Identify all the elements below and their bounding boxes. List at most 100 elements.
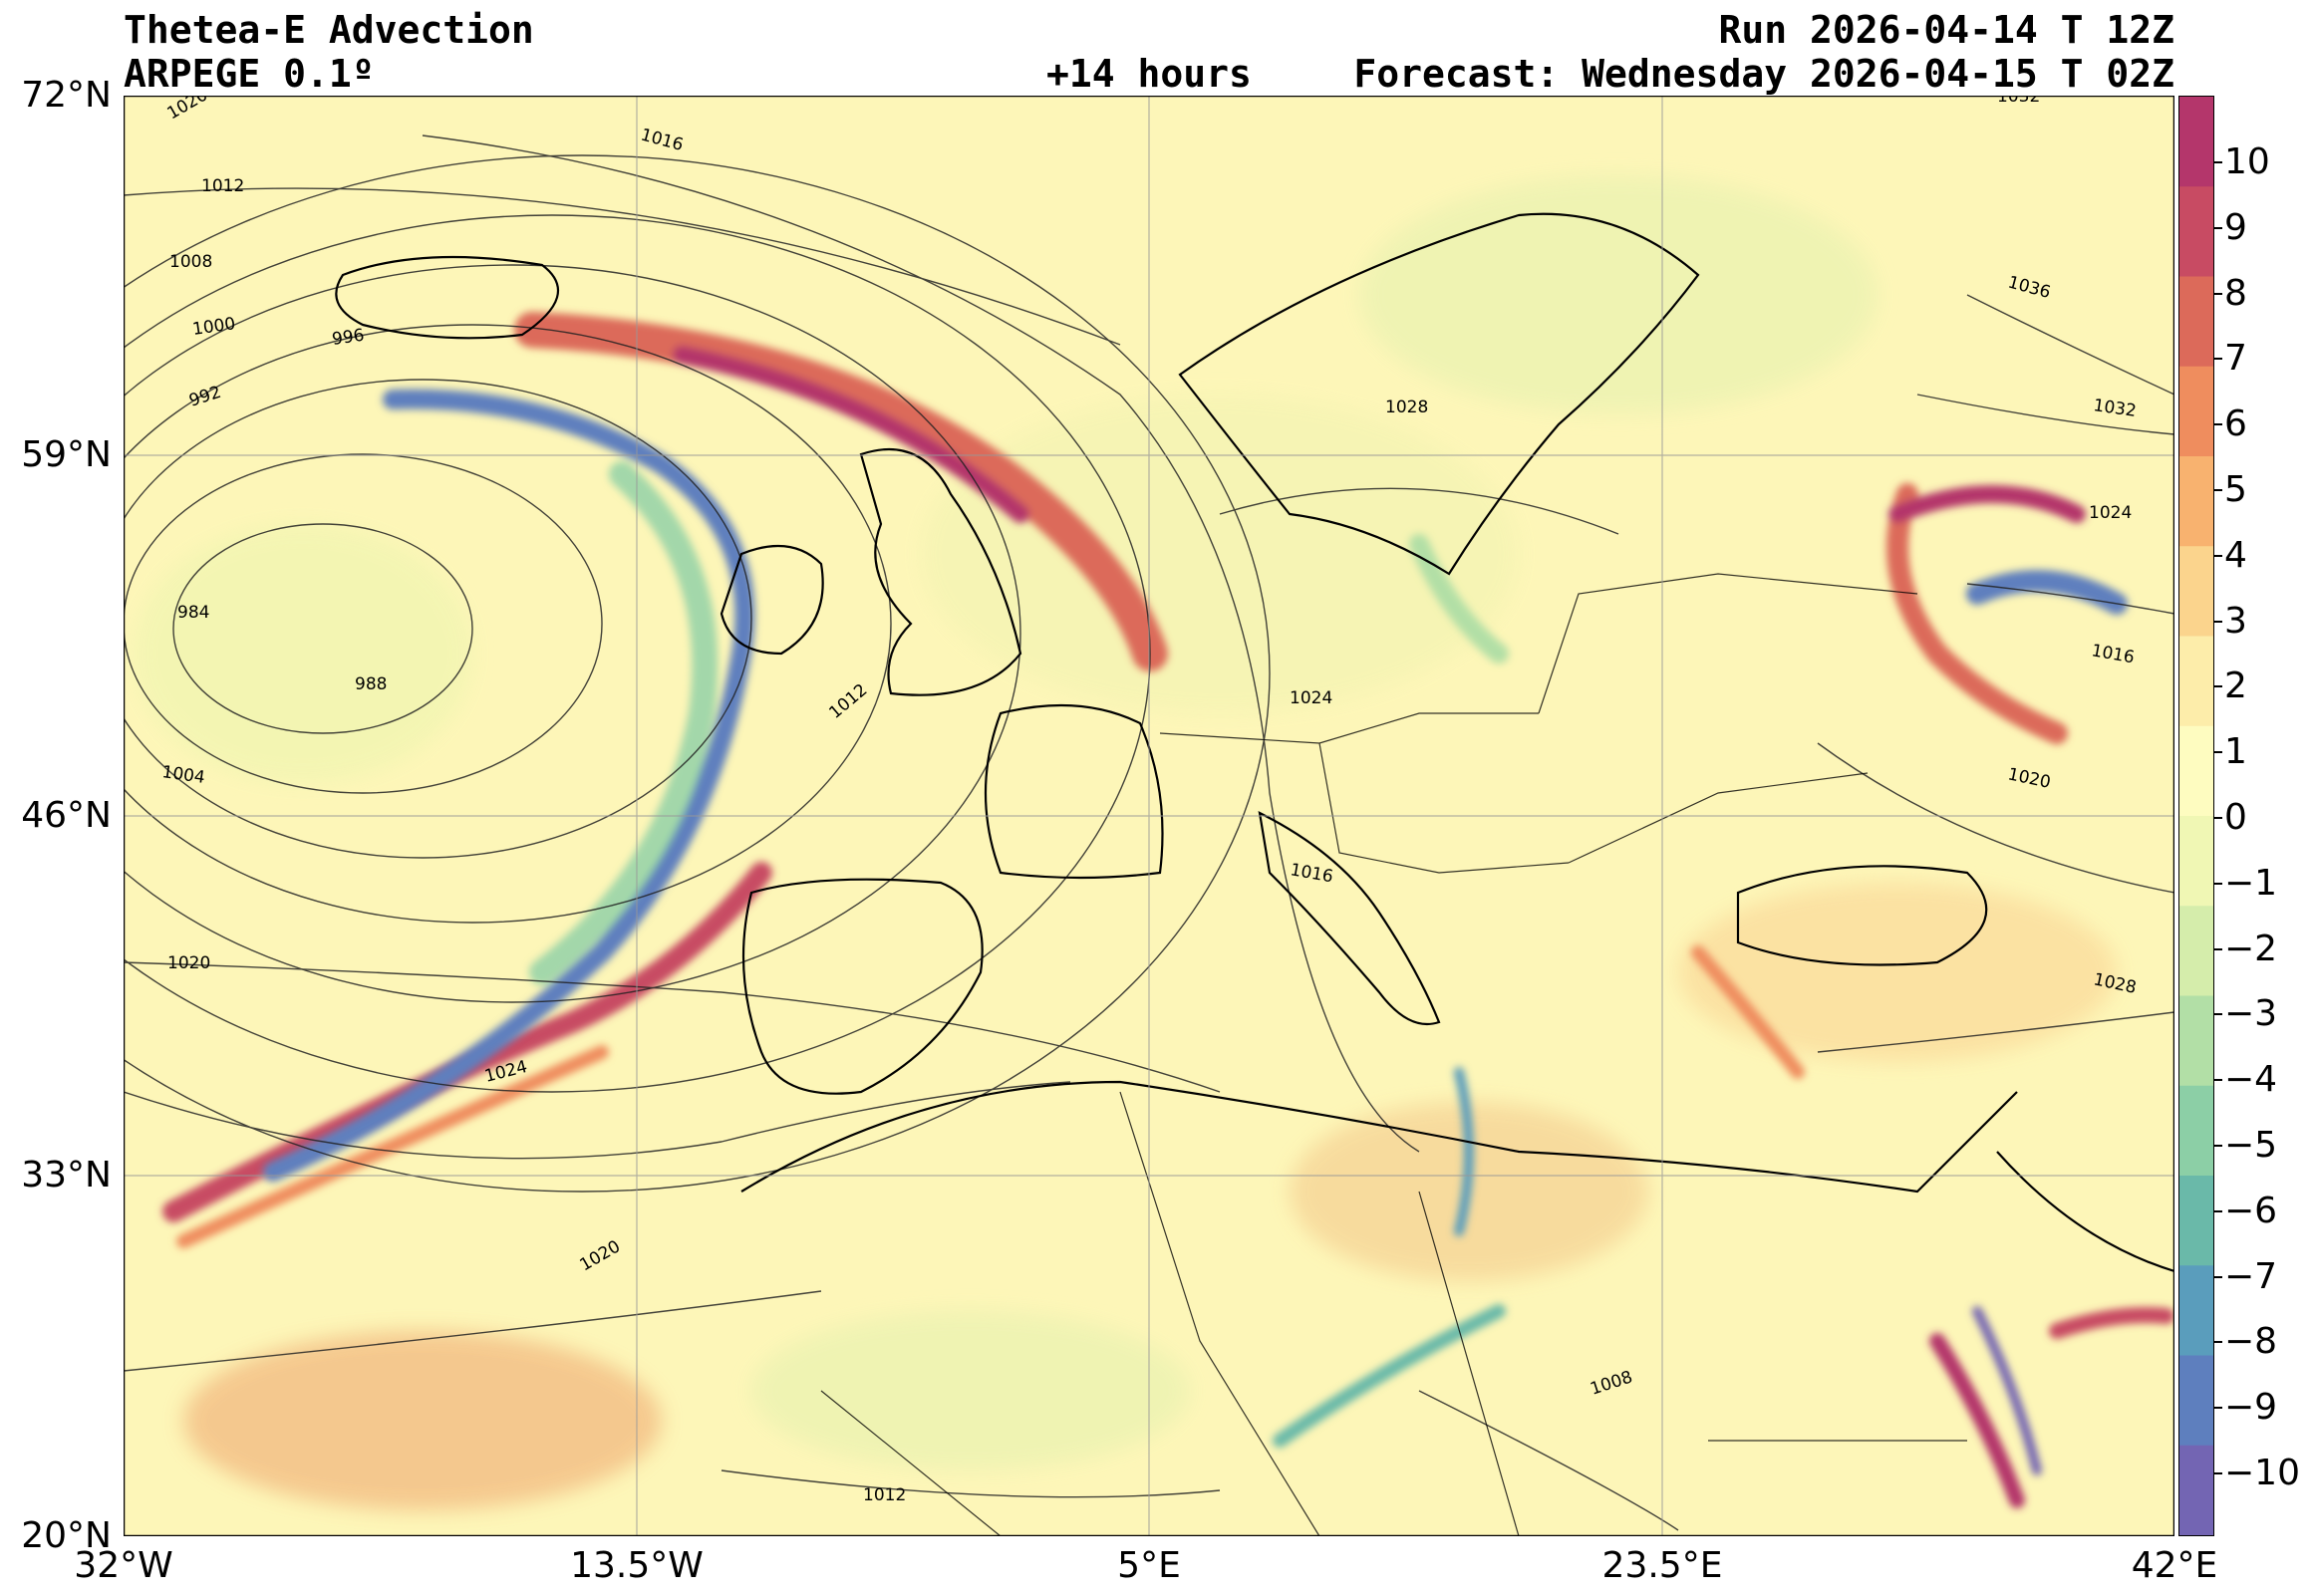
colorbar-tick-mark bbox=[2214, 226, 2222, 229]
colorbar-tick-label: 5 bbox=[2224, 469, 2247, 510]
isobar-992 bbox=[124, 379, 752, 859]
colorbar-tick-mark bbox=[2214, 620, 2222, 623]
isobar-1036-east bbox=[1966, 294, 2174, 396]
italy-coast bbox=[1258, 811, 1441, 1026]
colorbar bbox=[2178, 96, 2214, 1536]
isobar-label: 1024 bbox=[1290, 688, 1332, 708]
isobars bbox=[124, 134, 2174, 1531]
isobar-1004 bbox=[124, 214, 1151, 1093]
colorbar-tick-label: 6 bbox=[2224, 403, 2247, 445]
ireland-coast bbox=[720, 544, 824, 656]
arabia-coast bbox=[1996, 1151, 2174, 1273]
isobar-1020-south bbox=[124, 961, 1221, 1093]
isobar-984 bbox=[172, 523, 473, 734]
colorbar-tick-label: −9 bbox=[2224, 1387, 2278, 1429]
colorbar-tick-mark bbox=[2214, 1079, 2222, 1082]
cold-band-baltic bbox=[1409, 534, 1509, 664]
map-title: Thetea-E Advection bbox=[124, 8, 534, 52]
isobar-1008 bbox=[124, 154, 1271, 1193]
isobar-1000 bbox=[124, 264, 1021, 1003]
cold-band-italy bbox=[1454, 1067, 1474, 1236]
colorbar-tick-label: −5 bbox=[2224, 1125, 2278, 1166]
isobar-label: 1028 bbox=[1385, 398, 1428, 417]
isobar-1028-southeast bbox=[1817, 1011, 2174, 1053]
colorbar-segment bbox=[2179, 1445, 2213, 1535]
advection-map[interactable]: 1020 1016 1012 1008 1000 996 992 984 988… bbox=[124, 96, 2174, 1536]
colorbar-tick-mark bbox=[2214, 554, 2222, 557]
warm-advection-bands bbox=[162, 312, 2174, 1508]
isobar-label: 1032 bbox=[1997, 96, 2040, 107]
warm-band-southwest-outer bbox=[176, 1045, 609, 1248]
colorbar-tick-label: 8 bbox=[2224, 272, 2247, 314]
lon-tick-label: 13.5°W bbox=[570, 1545, 704, 1586]
warm-band-aegean bbox=[1691, 945, 1805, 1079]
warm-band-arabia bbox=[2049, 1307, 2174, 1339]
lon-tick-label: 42°E bbox=[2131, 1545, 2218, 1586]
colorbar-tick-mark bbox=[2214, 1407, 2222, 1410]
colorbar-tick-label: −8 bbox=[2224, 1321, 2278, 1363]
borders bbox=[820, 573, 1967, 1536]
warm-band-russia-core bbox=[1888, 485, 2086, 523]
colorbar-segment bbox=[2179, 816, 2213, 907]
lon-tick-label: 23.5°E bbox=[1601, 1545, 1723, 1586]
warm-band-russia bbox=[1886, 483, 2068, 744]
colorbar-tick-label: −2 bbox=[2224, 928, 2278, 969]
colorbar-tick-label: −4 bbox=[2224, 1059, 2278, 1101]
lat-tick-label: 20°N bbox=[21, 1515, 112, 1556]
iberia-coast bbox=[741, 878, 984, 1095]
black-sea-coast bbox=[1736, 865, 1988, 966]
map-border bbox=[124, 96, 2174, 1536]
colorbar-tick-mark bbox=[2214, 1472, 2222, 1474]
lat-tick-label: 33°N bbox=[21, 1155, 112, 1196]
isobar-label: 1020 bbox=[167, 953, 210, 973]
lat-tick-label: 72°N bbox=[21, 75, 112, 116]
isobar-996 bbox=[124, 324, 892, 924]
colorbar-tick-label: 9 bbox=[2224, 206, 2247, 248]
colorbar-tick-mark bbox=[2214, 1275, 2222, 1278]
cold-band-sahara bbox=[1273, 1304, 1506, 1448]
lon-tick-label: 5°E bbox=[1117, 1545, 1181, 1586]
colorbar-tick-mark bbox=[2214, 1341, 2222, 1344]
britain-coast bbox=[859, 447, 1022, 696]
africa-north-coast bbox=[740, 1080, 2018, 1194]
isobar-label: 1008 bbox=[169, 252, 212, 272]
warm-band-red-sea bbox=[1929, 1333, 2025, 1508]
isobar-label: 988 bbox=[355, 674, 387, 694]
colorbar-tick-label: −10 bbox=[2224, 1453, 2300, 1493]
scandinavia-coast bbox=[1178, 212, 1700, 576]
colorbar-segment bbox=[2179, 186, 2213, 278]
isobar-label: 1012 bbox=[201, 176, 244, 196]
colorbar-tick-label: 4 bbox=[2224, 534, 2247, 576]
field-patches bbox=[134, 175, 2117, 1510]
isobar-label: 996 bbox=[331, 326, 366, 350]
colorbar-tick-label: −6 bbox=[2224, 1190, 2278, 1231]
isobar-1024-east bbox=[1966, 583, 2174, 615]
colorbar-tick-label: 3 bbox=[2224, 600, 2247, 642]
map-panel[interactable]: 1020 1016 1012 1008 1000 996 992 984 988… bbox=[124, 96, 2174, 1536]
iceland-coast bbox=[335, 255, 559, 340]
colorbar-segment bbox=[2179, 1265, 2213, 1357]
colorbar-tick-mark bbox=[2214, 947, 2222, 950]
colorbar-tick-mark bbox=[2214, 1145, 2222, 1147]
gridlines bbox=[124, 96, 2174, 1536]
colorbar-tick-mark bbox=[2214, 685, 2222, 688]
isobar-1032-east bbox=[1916, 394, 2174, 435]
model-label: ARPEGE 0.1º bbox=[124, 52, 375, 96]
isobar-1016-north bbox=[422, 134, 1420, 1153]
france-coast bbox=[984, 703, 1164, 880]
colorbar-segment bbox=[2179, 1355, 2213, 1447]
isobar-label: 1024 bbox=[2089, 503, 2132, 523]
colorbar-segment bbox=[2179, 725, 2213, 817]
coastlines bbox=[335, 212, 2174, 1273]
colorbar-tick-label: −3 bbox=[2224, 993, 2278, 1035]
isobar-1012-west bbox=[124, 187, 1121, 346]
isobar-1028-north bbox=[1219, 487, 1619, 535]
forecast-label: Forecast: Wednesday 2026-04-15 T 02Z bbox=[1353, 52, 2174, 96]
colorbar-segment bbox=[2179, 1085, 2213, 1177]
isobar-1020-east bbox=[1817, 742, 2174, 894]
colorbar-tick-mark bbox=[2214, 817, 2222, 819]
colorbar-segment bbox=[2179, 995, 2213, 1087]
colorbar-tick-label: −7 bbox=[2224, 1255, 2278, 1297]
colorbar-scale bbox=[2179, 97, 2213, 1535]
colorbar-tick-mark bbox=[2214, 1209, 2222, 1212]
